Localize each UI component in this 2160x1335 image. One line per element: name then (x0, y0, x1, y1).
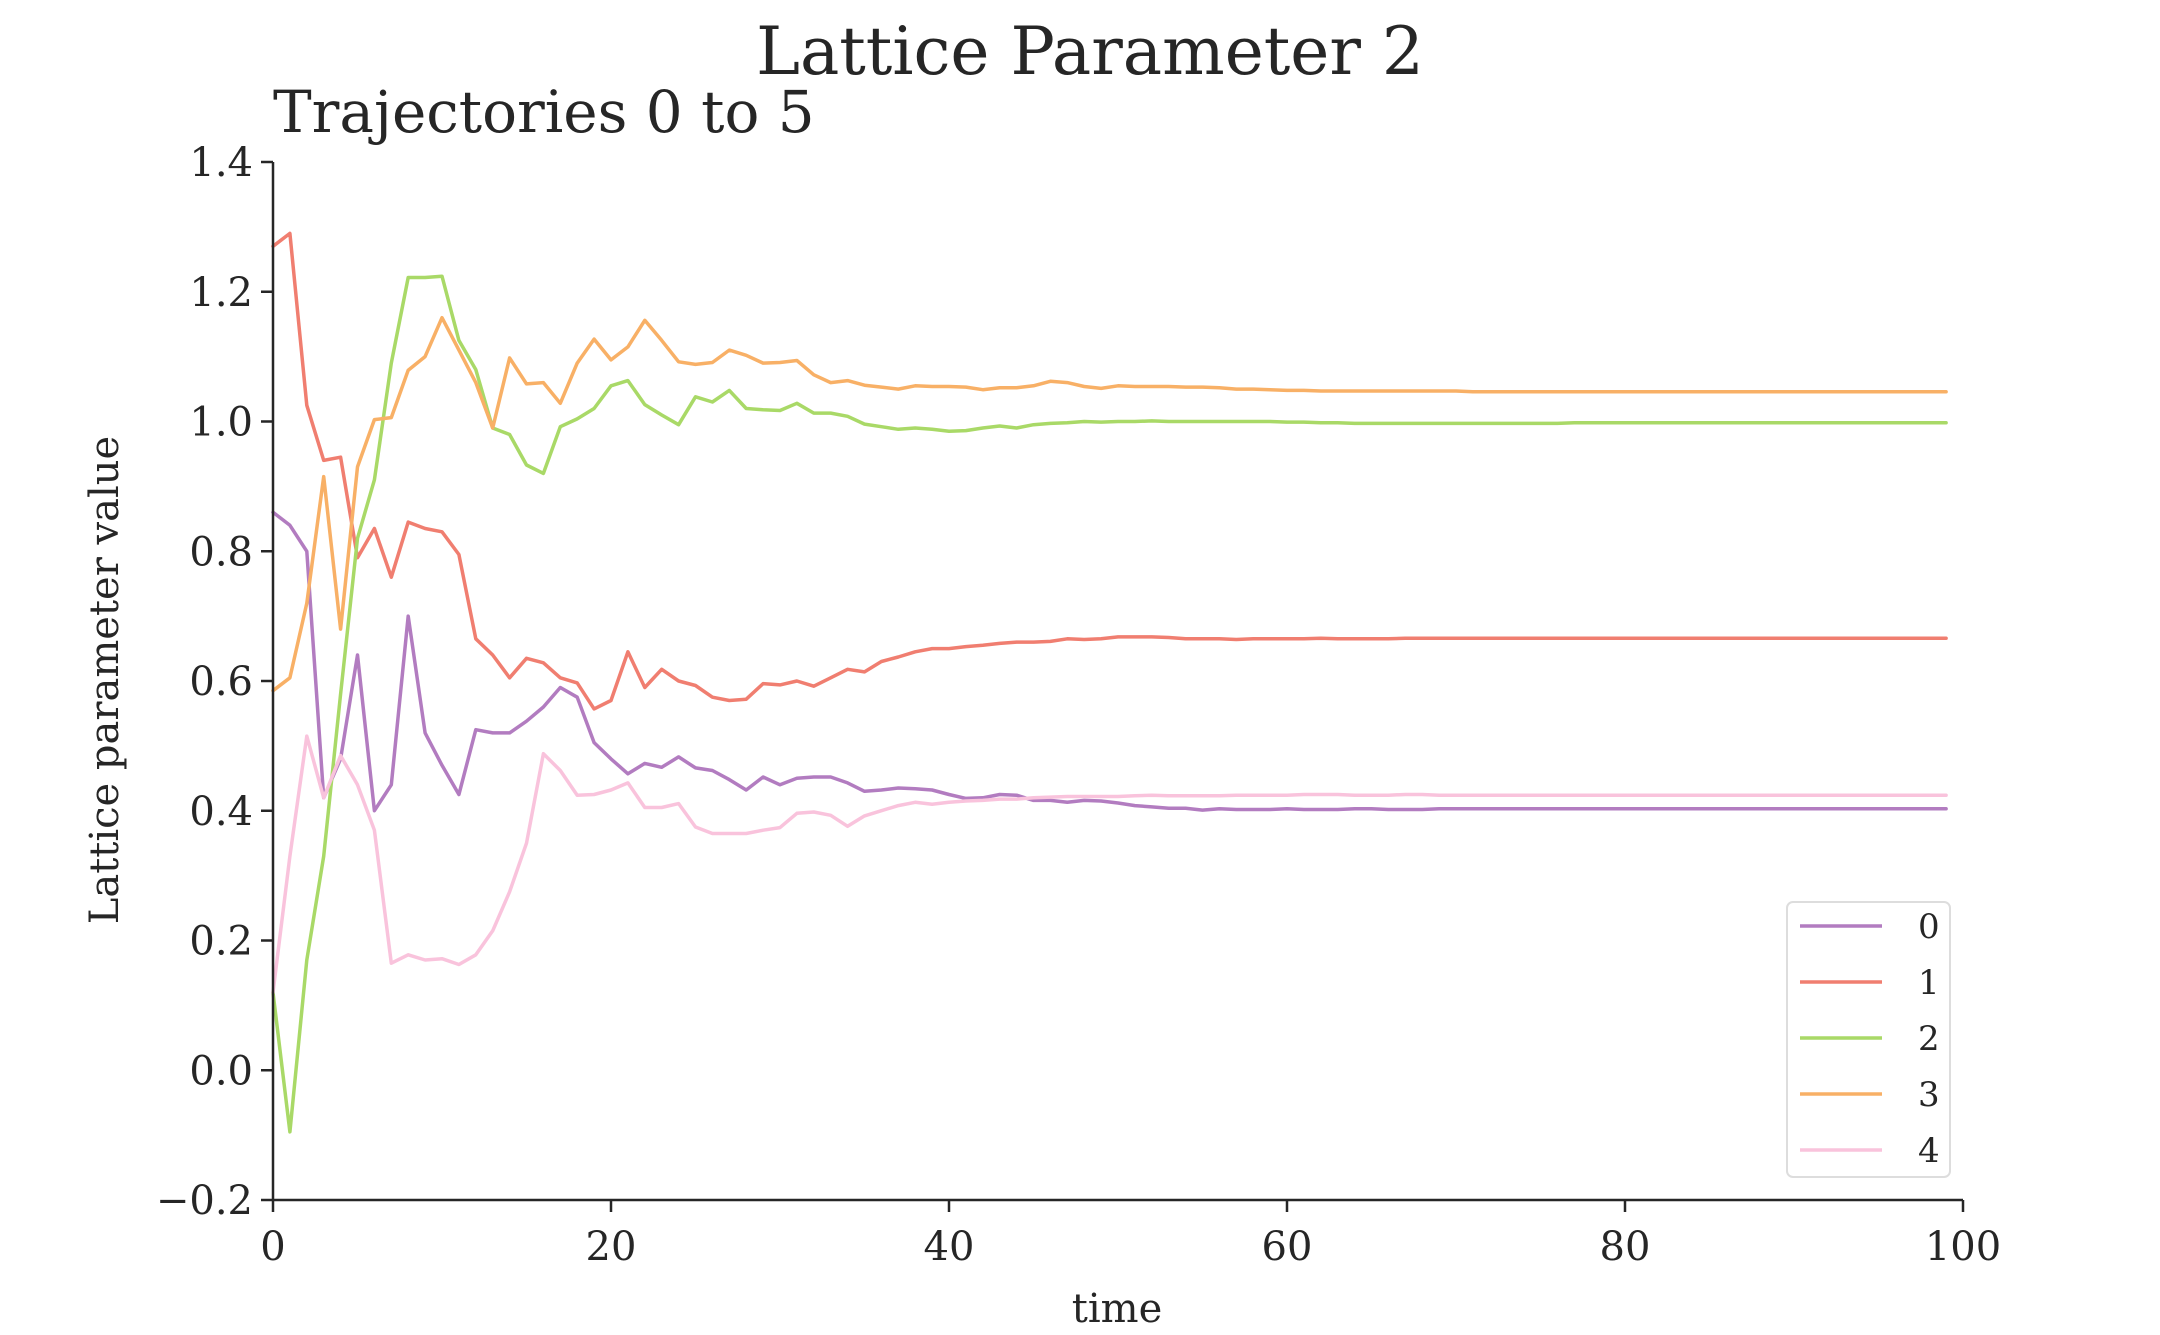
series-line-4 (271, 734, 1948, 995)
series-line-2 (271, 274, 1948, 1134)
x-tick-label: 60 (1262, 1224, 1313, 1270)
x-tick-label: 40 (924, 1224, 975, 1270)
y-tick-label: 1.0 (189, 400, 253, 446)
legend-items: 0 1 2 3 4 (1800, 907, 1940, 1171)
x-tick-label: 80 (1600, 1224, 1651, 1270)
y-tick-label: 0.0 (189, 1048, 253, 1094)
legend-label-1: 1 (1918, 963, 1940, 1003)
x-axis-label: time (1072, 1286, 1162, 1332)
series-line-3 (271, 315, 1948, 693)
series-line-0 (271, 510, 1948, 813)
y-tick-label: 0.2 (189, 919, 253, 965)
legend-label-3: 3 (1918, 1075, 1940, 1115)
plot-lines (271, 231, 1948, 1134)
x-tick-label: 20 (586, 1224, 637, 1270)
y-tick-label: 0.6 (189, 659, 253, 705)
legend: 0 1 2 3 4 (1786, 901, 1951, 1178)
legend-label-2: 2 (1918, 1019, 1940, 1059)
x-ticks: 0 20 40 60 80 100 (260, 1200, 2001, 1270)
y-axis-label: Lattice parameter value (82, 436, 128, 924)
y-ticks: −0.2 0.0 0.2 0.4 0.6 0.8 1.0 1.2 1.4 (156, 140, 273, 1224)
chart-subtitle: Trajectories 0 to 5 (273, 78, 815, 146)
y-tick-label: 1.2 (189, 270, 253, 316)
y-tick-label: −0.2 (156, 1178, 253, 1224)
y-tick-label: 0.8 (189, 529, 253, 575)
chart-title: Lattice Parameter 2 (756, 13, 1424, 90)
x-tick-label: 100 (1925, 1224, 2001, 1270)
y-tick-label: 0.4 (189, 789, 253, 835)
y-tick-label: 1.4 (189, 140, 253, 186)
series-line-1 (271, 231, 1948, 711)
x-tick-label: 0 (260, 1224, 285, 1270)
legend-label-0: 0 (1918, 907, 1940, 947)
legend-label-4: 4 (1918, 1131, 1940, 1171)
